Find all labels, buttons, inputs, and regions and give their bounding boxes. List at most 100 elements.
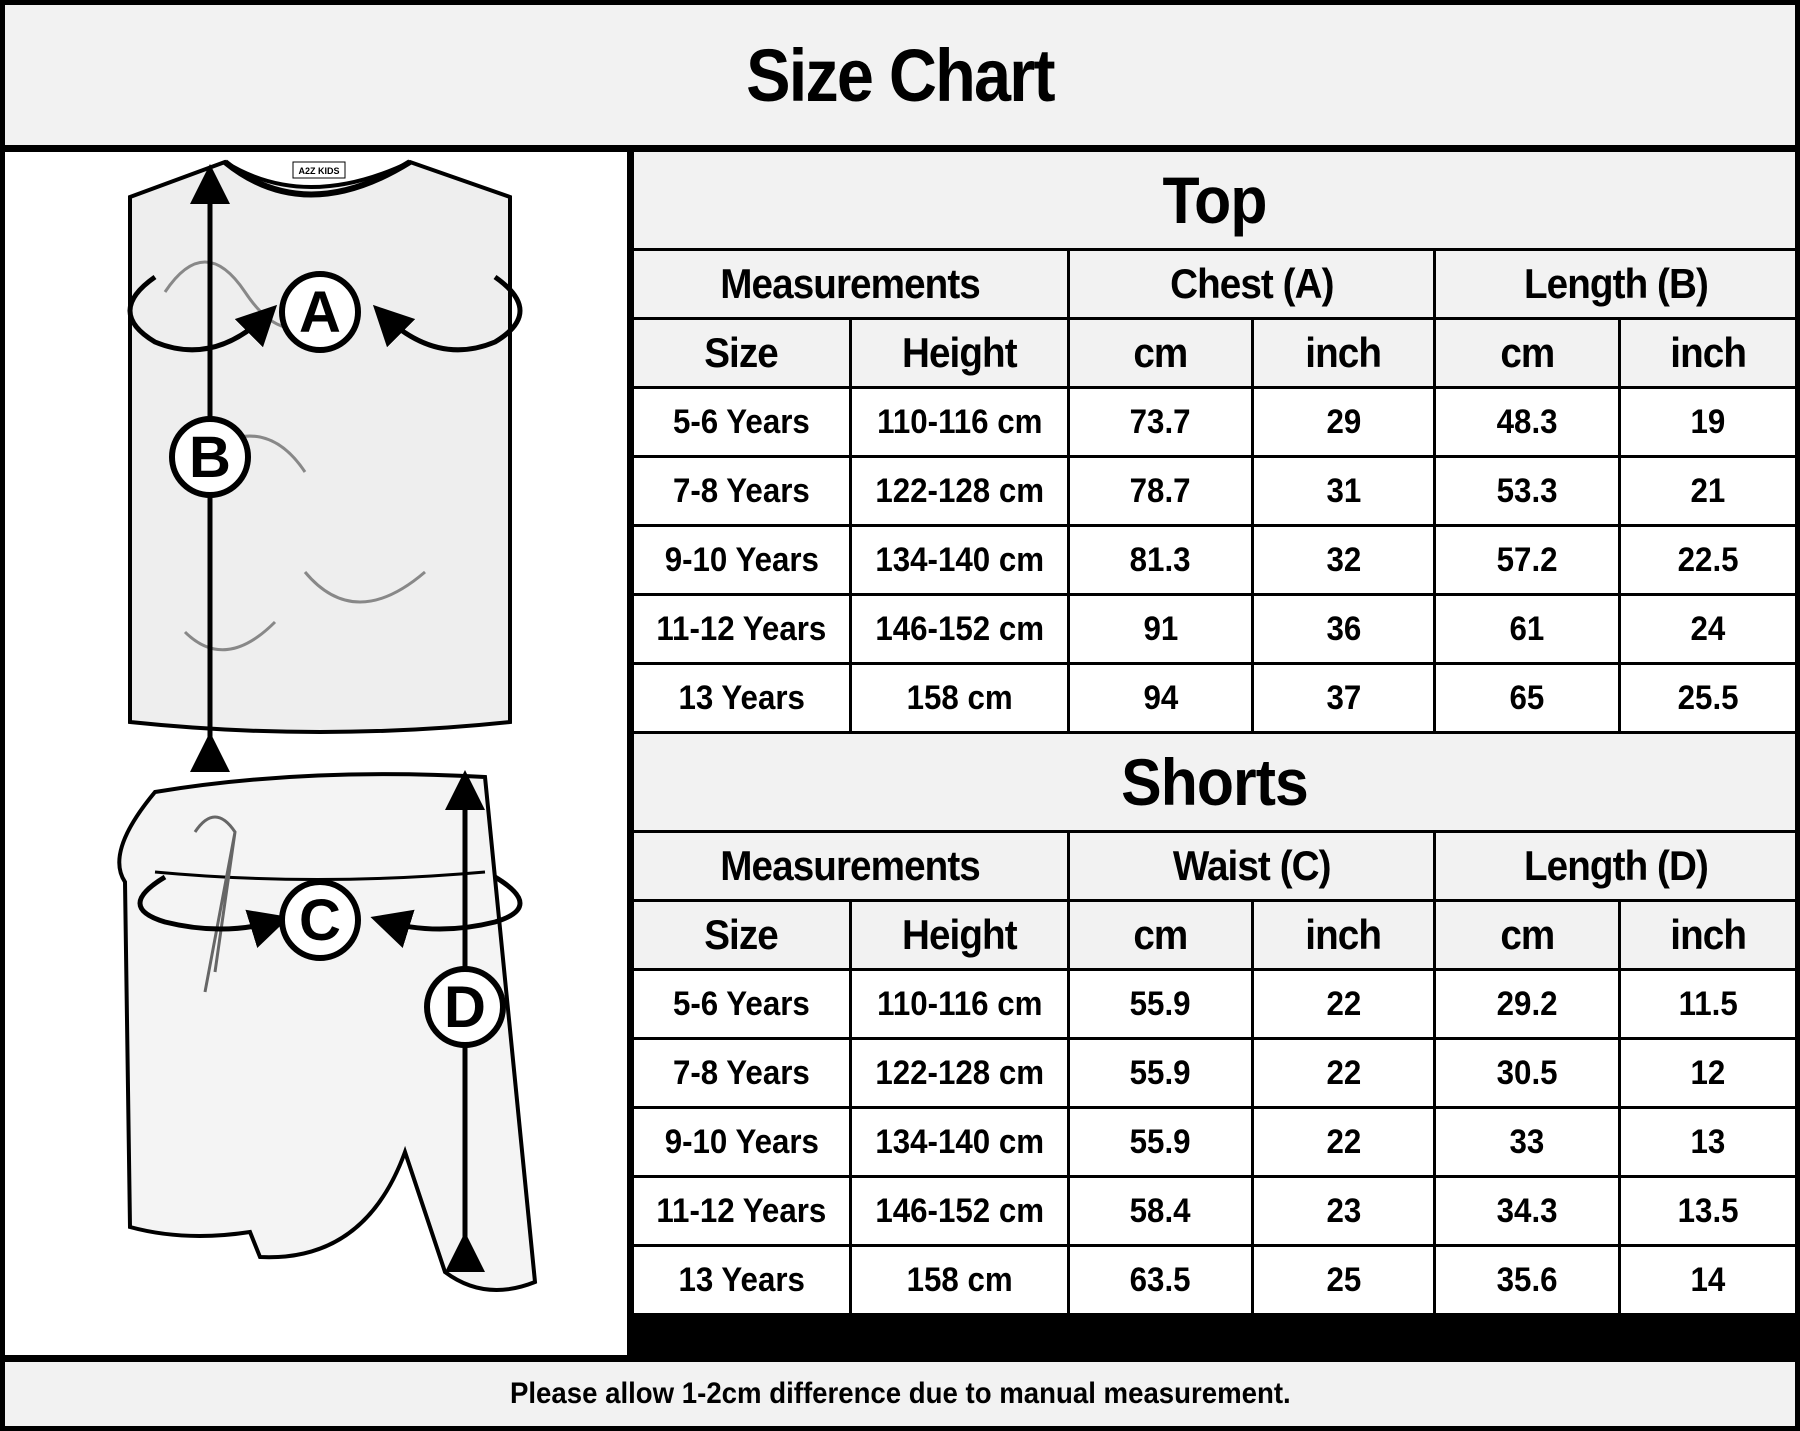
- table-cell-text: 65: [1509, 678, 1545, 717]
- table-cell: 158 cm: [849, 662, 1070, 734]
- svg-text:C: C: [299, 888, 341, 953]
- table-cell-text: 22.5: [1677, 540, 1739, 579]
- table-cell-text: 73.7: [1130, 402, 1191, 441]
- table-row: 7-8 Years 122-128 cm 78.7 31 53.3 21: [631, 455, 1798, 527]
- table-cell-text: 11-12 Years: [656, 609, 827, 648]
- column-header: inch: [1618, 317, 1798, 389]
- table-cell-text: 78.7: [1130, 471, 1191, 510]
- table-cell: 13.5: [1617, 1175, 1799, 1247]
- table-cell: 110-116 cm: [849, 968, 1070, 1040]
- sub-header-row: Size Height cm inch cm inch: [631, 899, 1799, 971]
- table-cell-text: 31: [1326, 471, 1361, 510]
- table-cell-text: 55.9: [1130, 1053, 1191, 1092]
- table-cell: 19: [1618, 386, 1798, 458]
- table-cell-text: 9-10 Years: [664, 1122, 819, 1161]
- table-cell: 22: [1251, 1037, 1436, 1109]
- table-cell: 22: [1251, 968, 1436, 1040]
- table-cell-text: 13 Years: [678, 678, 805, 717]
- table-cell: 7-8 Years: [631, 1037, 852, 1109]
- table-cell-text: 9-10 Years: [664, 540, 819, 579]
- table-cell-text: 29: [1326, 402, 1361, 441]
- section-title: Shorts: [630, 734, 1799, 833]
- group-header-text: Length (B): [1523, 260, 1709, 307]
- svg-text:B: B: [189, 425, 231, 490]
- table-cell: 91: [1067, 593, 1254, 665]
- table-cell-text: 57.2: [1496, 540, 1558, 579]
- table-cell: 55.9: [1067, 968, 1254, 1040]
- section-title-text: Shorts: [1121, 745, 1309, 819]
- table-cell: 25: [1251, 1244, 1436, 1316]
- table-cell: 14: [1617, 1244, 1799, 1316]
- table-cell-text: 158 cm: [906, 1260, 1013, 1299]
- table-cell: 7-8 Years: [631, 455, 852, 527]
- table-cell-text: 55.9: [1130, 984, 1191, 1023]
- table-row: 9-10 Years 134-140 cm 81.3 32 57.2 22.5: [631, 524, 1798, 596]
- table-cell: 122-128 cm: [849, 455, 1070, 527]
- table-cell-text: 81.3: [1130, 540, 1191, 579]
- svg-text:D: D: [444, 975, 486, 1040]
- group-header: Length (D): [1432, 830, 1799, 902]
- table-cell-text: 13: [1690, 1122, 1726, 1161]
- table-cell: 11.5: [1617, 968, 1799, 1040]
- column-header: Size: [631, 899, 852, 971]
- label-c-icon: C: [279, 879, 361, 961]
- table-cell-text: 146-152 cm: [875, 609, 1044, 648]
- table-cell-text: 23: [1326, 1191, 1361, 1230]
- table-cell: 11-12 Years: [631, 1175, 852, 1247]
- table-cell: 146-152 cm: [849, 593, 1070, 665]
- title-band: Size Chart: [5, 5, 1795, 145]
- table-cell-text: 30.5: [1496, 1053, 1558, 1092]
- table-cell-text: 11.5: [1678, 984, 1738, 1023]
- table-cell-text: 22: [1326, 1122, 1361, 1161]
- footer-text: Please allow 1-2cm difference due to man…: [509, 1377, 1291, 1410]
- label-a-icon: A: [279, 271, 361, 353]
- group-header-text: Measurements: [720, 842, 981, 889]
- table-cell-text: 35.6: [1496, 1260, 1558, 1299]
- table-cell: 12: [1617, 1037, 1799, 1109]
- table-cell: 29.2: [1433, 968, 1621, 1040]
- table-cell-text: 134-140 cm: [875, 540, 1044, 579]
- table-cell: 21: [1618, 455, 1798, 527]
- column-header-text: cm: [1499, 911, 1555, 958]
- table-cell: 30.5: [1433, 1037, 1621, 1109]
- table-cell-text: 13 Years: [678, 1260, 805, 1299]
- table-cell-text: 11-12 Years: [656, 1191, 827, 1230]
- table-row: 7-8 Years 122-128 cm 55.9 22 30.5 12: [631, 1037, 1799, 1109]
- column-header-text: inch: [1305, 911, 1383, 958]
- table-cell: 25.5: [1618, 662, 1798, 734]
- brand-tag-text: A2Z KIDS: [298, 166, 339, 176]
- table-cell: 5-6 Years: [631, 386, 852, 458]
- table-cell-text: 19: [1690, 402, 1726, 441]
- chest-a-arrow-right: [372, 274, 523, 353]
- table-cell: 35.6: [1433, 1244, 1621, 1316]
- table-cell-text: 110-116 cm: [876, 984, 1043, 1023]
- group-header-row: Measurements Waist (C) Length (D): [631, 830, 1799, 902]
- table-cell-text: 33: [1509, 1122, 1545, 1161]
- top-section-title-row: Top: [631, 152, 1798, 251]
- table-cell-text: 25.5: [1677, 678, 1739, 717]
- table-cell-text: 61: [1509, 609, 1545, 648]
- column-header-text: inch: [1670, 329, 1747, 376]
- group-header: Waist (C): [1067, 830, 1436, 902]
- table-cell-text: 91: [1143, 609, 1178, 648]
- table-cell-text: 7-8 Years: [673, 471, 810, 510]
- table-cell-text: 122-128 cm: [875, 471, 1044, 510]
- table-cell: 29: [1251, 386, 1436, 458]
- table-cell: 34.3: [1433, 1175, 1621, 1247]
- group-header-text: Length (D): [1523, 842, 1709, 889]
- table-cell-text: 48.3: [1496, 402, 1558, 441]
- table-cell: 9-10 Years: [631, 1106, 852, 1178]
- table-cell-text: 24: [1690, 609, 1726, 648]
- table-cell: 134-140 cm: [849, 1106, 1070, 1178]
- table-cell-text: 14: [1690, 1260, 1726, 1299]
- table-cell-text: 32: [1326, 540, 1361, 579]
- column-header-text: inch: [1670, 911, 1747, 958]
- table-cell: 146-152 cm: [849, 1175, 1070, 1247]
- garment-illustrations: A2Z KIDS A B C D: [5, 152, 627, 1355]
- table-cell-text: 94: [1143, 678, 1178, 717]
- label-b-icon: B: [169, 416, 251, 498]
- table-cell: 37: [1251, 662, 1436, 734]
- section-title-text: Top: [1162, 163, 1267, 237]
- column-header-text: cm: [1133, 911, 1188, 958]
- footer-note: Please allow 1-2cm difference due to man…: [5, 1362, 1795, 1426]
